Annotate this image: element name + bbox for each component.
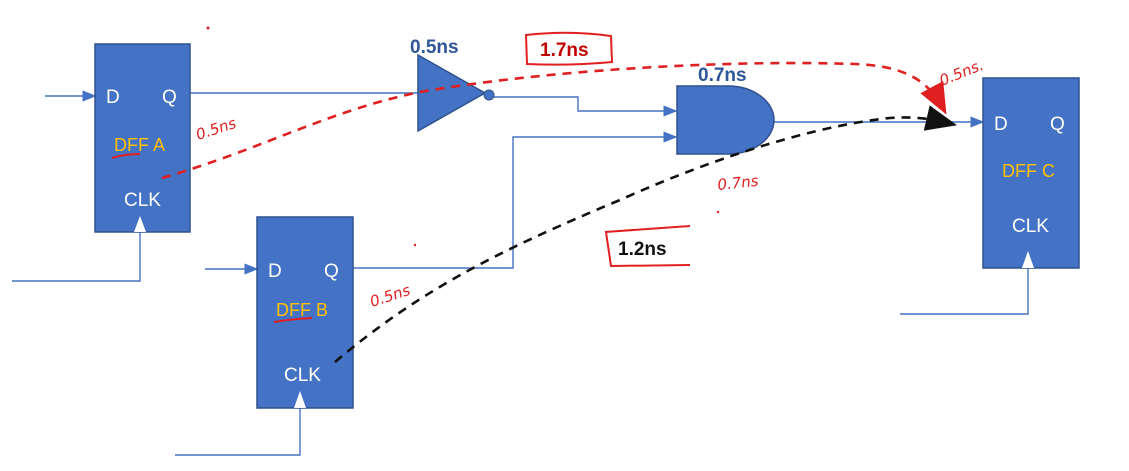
wire-dff-b-q-to-and (353, 131, 678, 269)
and-gate-delay-label: 0.7ns (698, 65, 747, 86)
dff-b-label: DFF B (276, 300, 328, 320)
dff-a: D Q DFF A CLK (94, 43, 191, 233)
inverter-gate (417, 53, 495, 133)
and-gate (676, 85, 775, 155)
stray-dot (716, 210, 720, 214)
wire-dff-a-clk-in (12, 232, 141, 282)
dff-a-clk-pin: CLK (124, 190, 161, 211)
black-path-total-label: 1.2ns (618, 239, 667, 260)
wire-dff-b-clk-in (175, 408, 301, 456)
dff-a-label: DFF A (114, 135, 165, 155)
dff-c-clk-pin: CLK (1012, 216, 1049, 237)
black-path-total-box: 1.2ns (604, 225, 691, 268)
dff-a-clock-triangle (134, 216, 146, 232)
dff-b-d-pin: D (268, 261, 282, 282)
dff-b-clk-to-q-annotation: 0.5ns (368, 281, 413, 311)
stray-dot (206, 26, 210, 30)
dff-a-clk-to-q-annotation: 0.5ns (194, 114, 239, 144)
dff-b-clock-triangle (294, 391, 306, 408)
dff-c-q-pin: Q (1050, 114, 1065, 135)
dff-b-underline (273, 317, 313, 323)
dff-c-label: DFF C (1002, 161, 1055, 181)
and-delay-annotation: 0.7ns (717, 172, 760, 194)
wire-dff-c-clk-in (900, 268, 1029, 315)
black-path-dashed (334, 105, 958, 363)
dff-c-clock-triangle (1022, 251, 1034, 268)
dff-a-q-pin: Q (162, 87, 177, 108)
dff-b-q-pin: Q (324, 261, 339, 282)
setup-annotation-dff-c: 0.5ns. (937, 56, 986, 90)
red-path-total-box: 1.7ns (524, 31, 614, 66)
red-path-dashed (161, 61, 947, 180)
stray-dot (413, 243, 417, 247)
dff-b: D Q DFF B CLK (256, 216, 354, 409)
wire-inverter-to-and (493, 96, 678, 117)
dff-a-underline (111, 153, 141, 159)
dff-b-clk-pin: CLK (284, 365, 321, 386)
dff-a-d-pin: D (106, 87, 120, 108)
red-path-total-label: 1.7ns (540, 40, 589, 61)
inverter-delay-label: 0.5ns (410, 37, 459, 58)
dff-c-d-pin: D (994, 114, 1008, 135)
dff-c: D Q DFF C CLK (982, 77, 1080, 269)
